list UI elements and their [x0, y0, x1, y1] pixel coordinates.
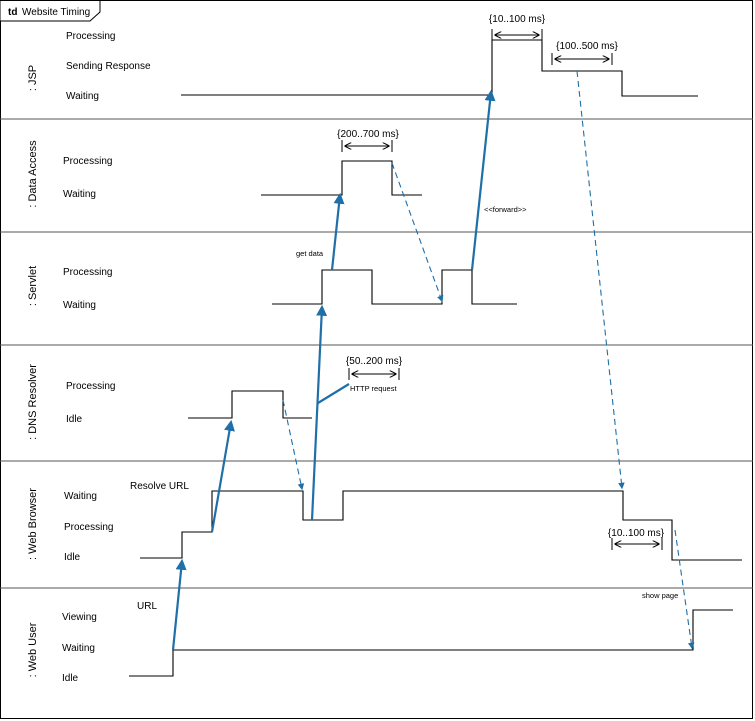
state-label: Idle: [62, 673, 79, 684]
message-forward: [470, 89, 496, 271]
state-label: Processing: [66, 381, 115, 392]
timeline-servlet: [272, 269, 517, 305]
message-label-resolve-url: Resolve URL: [130, 481, 189, 492]
duration-label: {200..700 ms}: [337, 129, 399, 140]
state-label: Processing: [63, 267, 112, 278]
lane-name-jsp: : JSP: [27, 65, 39, 91]
timeline-jsp: [181, 39, 698, 97]
return-show-page: [674, 529, 695, 650]
lane-name-data-access: : Data Access: [27, 140, 39, 208]
http-request-connector: [317, 383, 350, 404]
duration-constraint: {200..700 ms}: [337, 129, 400, 152]
state-label: Waiting: [64, 491, 97, 502]
state-label: Idle: [64, 552, 81, 563]
duration-constraint: {50..200 ms}: [346, 356, 403, 380]
state-label: Waiting: [63, 189, 96, 200]
message-url: [171, 558, 187, 651]
state-label: Viewing: [62, 612, 97, 623]
lane-name-web-user: : Web User: [27, 622, 39, 677]
frame-keyword: td: [8, 7, 17, 18]
message-resolve-url: [210, 419, 235, 533]
message-http-request: [310, 304, 328, 521]
lane-name-servlet: : Servlet: [27, 266, 39, 306]
message-label-url: URL: [137, 601, 157, 612]
return-response: [576, 70, 625, 490]
state-label: Waiting: [63, 300, 96, 311]
frame-title: Website Timing: [22, 7, 90, 18]
duration-label: {10..100 ms}: [608, 528, 665, 539]
message-label-show-page: show page: [642, 591, 678, 600]
state-label: Processing: [63, 156, 112, 167]
state-label: Waiting: [62, 643, 95, 654]
state-label: Idle: [66, 414, 83, 425]
state-label: Processing: [66, 31, 115, 42]
timeline-dns-resolver: [188, 390, 312, 419]
message-get-data: [330, 192, 345, 271]
timeline-web-browser: [140, 490, 742, 561]
state-label: Sending Response: [66, 61, 151, 72]
lane-name-dns-resolver: : DNS Resolver: [27, 364, 39, 440]
message-label-forward: <<forward>>: [484, 205, 527, 214]
duration-label: {50..200 ms}: [346, 356, 403, 367]
return-data: [391, 162, 444, 303]
message-label-http-request: HTTP request: [350, 384, 397, 393]
duration-label: {10..100 ms}: [489, 14, 546, 25]
duration-constraint: {10..100 ms}: [489, 14, 546, 41]
frame-title-tab: [0, 0, 101, 22]
return-dns: [282, 399, 305, 491]
lane-name-web-browser: : Web Browser: [27, 488, 39, 560]
timeline-web-user: [129, 609, 733, 677]
timeline-data-access: [261, 160, 422, 196]
state-label: Waiting: [66, 91, 99, 102]
duration-constraint: {10..100 ms}: [608, 528, 665, 550]
duration-constraint: {100..500 ms}: [551, 41, 619, 65]
message-label-get-data: get data: [296, 249, 324, 258]
state-label: Processing: [64, 522, 113, 533]
duration-label: {100..500 ms}: [556, 41, 618, 52]
